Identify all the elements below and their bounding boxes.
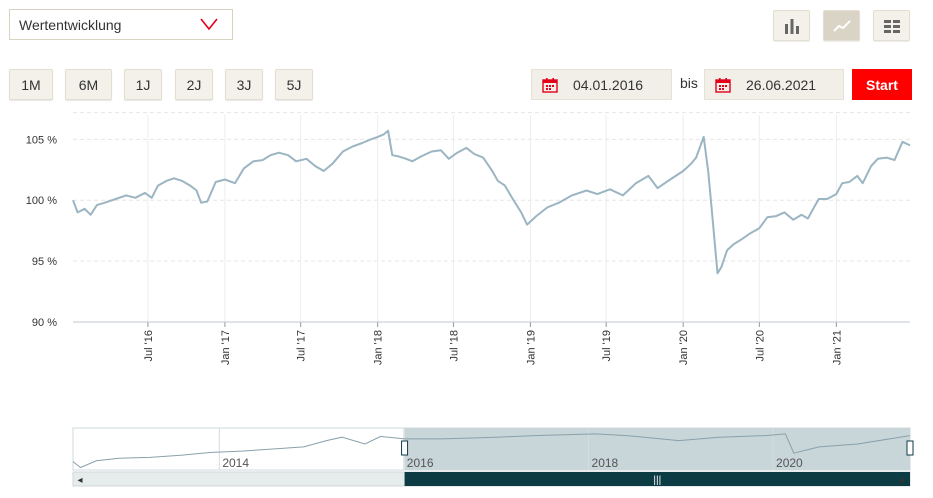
calendar-icon (715, 78, 731, 93)
calendar-icon (542, 78, 558, 93)
y-tick-label: 90 % (32, 317, 57, 329)
navigator-year-label: 2018 (592, 456, 619, 470)
scrollbar-grip-icon: ||| (653, 475, 661, 486)
range-button-2j[interactable]: 2J (175, 69, 213, 100)
navigator-year-label: 2016 (407, 456, 434, 470)
time-navigator[interactable]: 2014 2016 2018 2020 ||| ◂ ▸ (0, 420, 933, 498)
y-tick-label: 105 % (26, 134, 57, 146)
metric-select-value: Wertentwicklung (19, 16, 122, 33)
scroll-right-arrow-icon[interactable]: ▸ (900, 475, 905, 486)
metric-select[interactable]: Wertentwicklung (9, 9, 233, 40)
range-label: 1J (135, 76, 151, 93)
grid-lines (73, 112, 910, 323)
x-tick-label: Jan '21 (831, 330, 843, 365)
range-button-6m[interactable]: 6M (65, 69, 112, 100)
series-layer (72, 129, 911, 275)
navigator-scrollbar-thumb[interactable] (404, 472, 910, 486)
x-tick-label: Jul '16 (143, 330, 155, 361)
navigator-series-line (72, 433, 911, 469)
scroll-left-arrow-icon[interactable]: ◂ (77, 475, 82, 486)
table-view-button[interactable] (873, 10, 910, 41)
range-label: 6M (78, 76, 99, 93)
range-label: 2J (186, 76, 202, 93)
x-tick-label: Jul '18 (448, 330, 460, 361)
y-tick-label: 95 % (32, 256, 57, 268)
x-tick-label: Jan '18 (373, 330, 385, 365)
navigator-year-label: 2020 (776, 456, 803, 470)
x-tick-label: Jan '20 (678, 330, 690, 365)
y-axis-ticks: 90 % 95 % 100 % 105 % (26, 134, 57, 329)
date-from-value: 04.01.2016 (573, 77, 644, 93)
performance-line-chart: 90 % 95 % 100 % 105 % Jul '16 Jan '17 Jul '17… (26, 112, 911, 365)
range-label: 5J (286, 76, 302, 93)
y-tick-label: 100 % (26, 195, 57, 207)
range-label: 1M (21, 76, 41, 93)
navigator-layer: 2014 2016 2018 2020 ||| ◂ ▸ (72, 427, 914, 487)
date-from-field[interactable]: 04.01.2016 (531, 69, 672, 100)
start-button-label: Start (866, 76, 898, 93)
table-icon (883, 19, 900, 33)
navigator-year-label: 2014 (222, 456, 249, 470)
navigator-right-handle[interactable] (906, 440, 914, 456)
range-button-3j[interactable]: 3J (225, 69, 263, 100)
x-tick-label: Jan '19 (525, 330, 537, 365)
range-button-1j[interactable]: 1J (124, 69, 162, 100)
date-to-field[interactable]: 26.06.2021 (704, 69, 844, 100)
start-button[interactable]: Start (852, 69, 912, 100)
x-tick-label: Jul '20 (754, 330, 766, 361)
navigator-left-handle[interactable] (401, 440, 409, 456)
range-label: 3J (236, 76, 252, 93)
line-chart-view-button[interactable] (823, 10, 860, 41)
date-to-value: 26.06.2021 (746, 77, 817, 93)
line-chart-icon (832, 19, 851, 32)
range-button-1m[interactable]: 1M (9, 69, 53, 100)
x-tick-label: Jul '17 (296, 330, 308, 361)
bar-chart-view-button[interactable] (773, 10, 810, 41)
range-button-5j[interactable]: 5J (275, 69, 313, 100)
x-axis-ticks: Jul '16 Jan '17 Jul '17 Jan '18 Jul '18 Jan '… (73, 321, 910, 365)
x-tick-label: Jan '17 (220, 330, 232, 365)
chevron-down-icon (200, 18, 218, 31)
x-tick-label: Jul '19 (601, 330, 613, 361)
navigator-selection[interactable] (404, 428, 910, 470)
series-line (72, 129, 911, 275)
date-separator: bis (680, 75, 698, 91)
bar-chart-icon (784, 18, 799, 34)
